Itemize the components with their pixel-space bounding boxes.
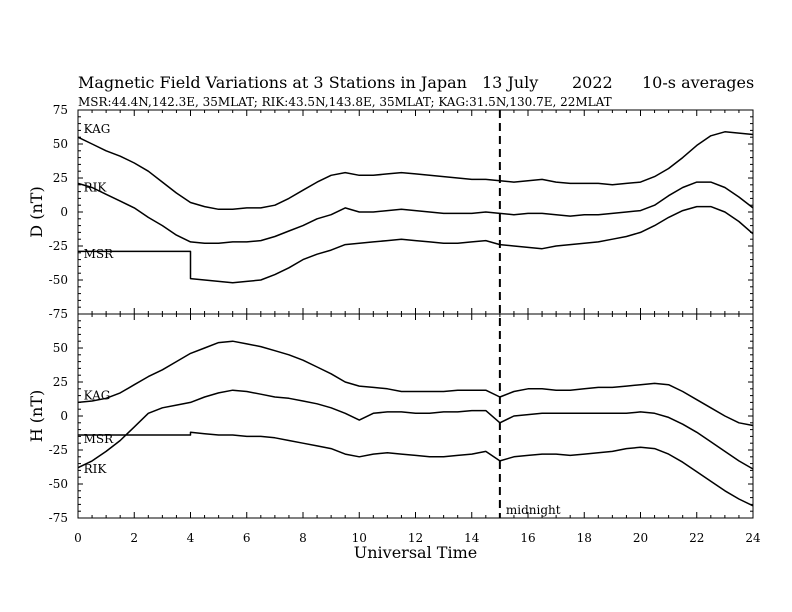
d-series-rik [77,181,754,245]
midnight-label: midnight [506,503,561,517]
h-ytick-label: 25 [53,375,68,389]
h-panel-frame [77,313,754,519]
d-series-label-msr: MSR [84,247,115,261]
d-panel-frame [77,109,754,315]
h-ytick-label: -50 [49,477,68,491]
d-series-msr [78,205,754,284]
xtick-label: 2 [130,531,138,545]
xtick-label: 4 [187,531,195,545]
d-panel: 75 50 25 0 -25 -50 -75 D (nT) KAG RIK MSR [27,103,754,321]
h-ytick-label: -25 [49,443,68,457]
d-ytick-label: -25 [49,239,68,253]
h-series-label-msr: MSR [84,432,115,446]
xtick-label: 12 [408,531,423,545]
d-series-kag [77,131,754,211]
xtick-label: 10 [352,531,367,545]
h-series-label-kag: KAG [84,389,111,403]
h-series-rik [77,389,754,470]
d-ytick-label: 25 [53,171,68,185]
x-axis-label: Universal Time [354,543,477,562]
d-series-label-kag: KAG [84,122,111,136]
xtick-label: 18 [577,531,592,545]
chart-titles: Magnetic Field Variations at 3 Stations … [78,73,754,109]
chart-subtitle: MSR:44.4N,142.3E, 35MLAT; RIK:43.5N,143.… [78,95,612,109]
h-series-msr [78,431,754,507]
xtick-label: 20 [633,531,648,545]
xtick-label: 22 [689,531,704,545]
h-ytick-label: 50 [53,341,68,355]
h-ytick-label: 0 [60,409,68,423]
h-series-kag [77,340,754,427]
xtick-label: 16 [520,531,535,545]
h-y-axis-label: H (nT) [27,390,46,443]
d-ytick-label: 75 [53,103,68,117]
chart-title-averaging: 10-s averages [642,73,754,92]
d-series-label-rik: RIK [84,181,108,195]
h-ytick-label: -75 [49,511,68,525]
xtick-label: 14 [464,531,480,545]
d-ytick-label: 50 [53,137,68,151]
xtick-label: 6 [243,531,251,545]
chart-title: Magnetic Field Variations at 3 Stations … [78,73,467,92]
d-ytick-label: -50 [49,273,68,287]
d-ytick-label: -75 [49,307,68,321]
d-y-axis-label: D (nT) [27,186,46,237]
h-series-label-rik: RIK [84,462,108,476]
xtick-label: 24 [745,531,761,545]
xtick-label: 8 [299,531,307,545]
chart-title-year: 2022 [572,73,613,92]
h-panel: 50 25 0 -25 -50 -75 H (nT) KAG MSR RIK [27,313,754,525]
chart-title-date: 13 July [482,73,538,92]
d-ytick-label: 0 [60,205,68,219]
xtick-label: 0 [74,531,82,545]
